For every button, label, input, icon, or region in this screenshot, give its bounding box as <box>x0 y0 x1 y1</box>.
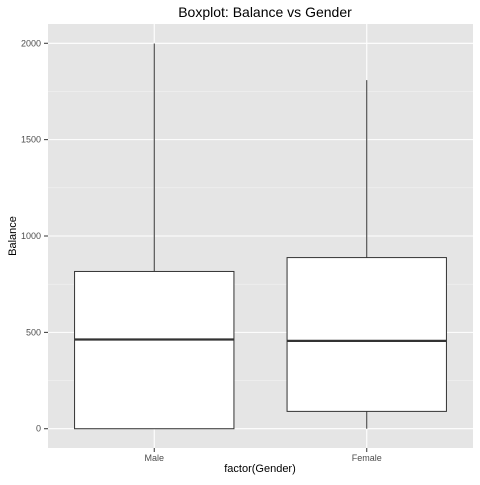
y-tick-label: 1500 <box>21 135 41 145</box>
y-axis: 0 500 1000 1500 2000 <box>21 38 48 434</box>
y-tick-label: 2000 <box>21 38 41 48</box>
box-body <box>74 270 235 430</box>
y-tick-label: 500 <box>26 327 41 337</box>
box-male <box>74 43 235 430</box>
boxes <box>74 43 447 430</box>
y-axis-label: Balance <box>7 216 19 256</box>
y-tick-label: 1000 <box>21 231 41 241</box>
x-tick-label: Female <box>352 453 382 463</box>
chart-title: Boxplot: Balance vs Gender <box>178 4 352 20</box>
box-body <box>286 257 447 412</box>
x-axis: Male Female <box>144 448 382 463</box>
box-female <box>286 80 447 429</box>
x-tick-label: Male <box>144 453 164 463</box>
y-tick-label: 0 <box>36 424 41 434</box>
x-axis-label: factor(Gender) <box>224 463 296 475</box>
